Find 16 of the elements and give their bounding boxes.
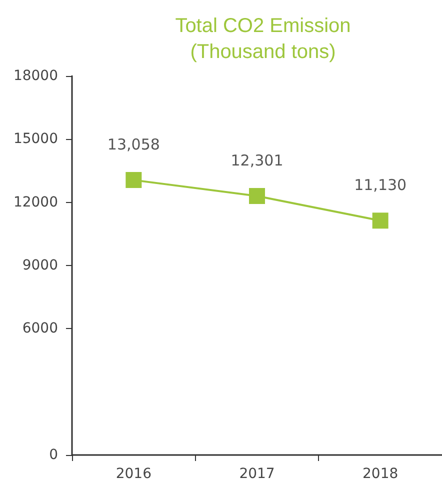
point bbox=[372, 212, 388, 229]
y-tick-label: 0 bbox=[49, 447, 58, 463]
y-tick-label: 18000 bbox=[13, 68, 58, 84]
point bbox=[126, 172, 142, 188]
y-tick-label: 6000 bbox=[22, 320, 58, 337]
x-tick-label: 2018 bbox=[362, 466, 398, 481]
text: 12,301 bbox=[230, 151, 284, 170]
y-tick-label: 12000 bbox=[13, 194, 58, 210]
y-tick-label: 15000 bbox=[13, 131, 58, 148]
text: 11,130 bbox=[354, 176, 407, 194]
point bbox=[249, 188, 265, 204]
y-tick-label: 9000 bbox=[22, 258, 58, 274]
chart-title: Total CO2 Emission (Thousand tons) bbox=[175, 15, 351, 63]
x-tick-label: 2016 bbox=[116, 466, 152, 481]
x-tick-label: 2017 bbox=[239, 466, 275, 481]
text: 13,058 bbox=[107, 136, 160, 154]
